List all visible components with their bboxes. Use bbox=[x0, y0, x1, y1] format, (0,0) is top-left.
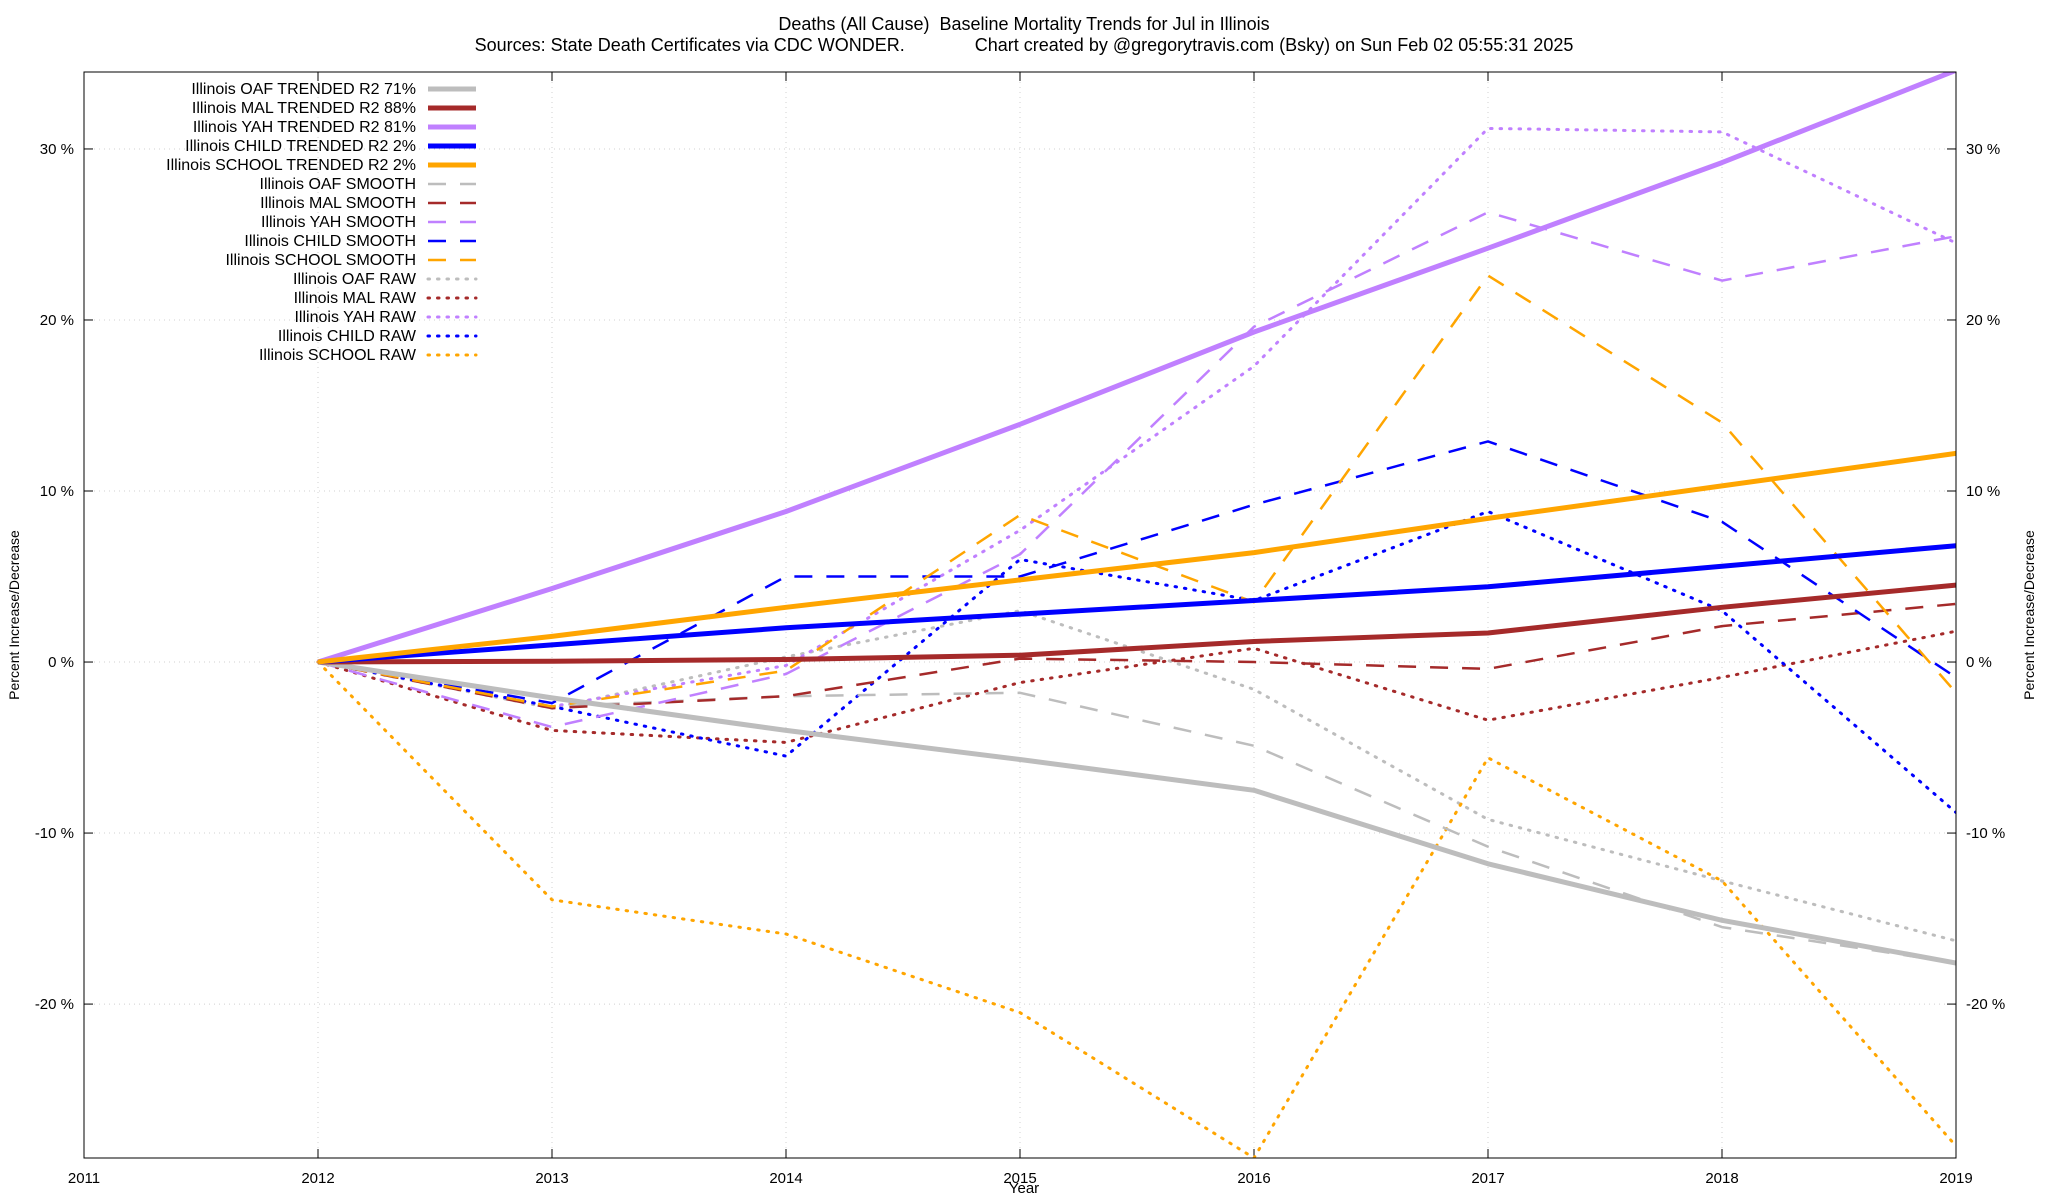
x-tick-label: 2018 bbox=[1705, 1170, 1738, 1187]
y-tick-label: -20 % bbox=[35, 996, 74, 1013]
series-line-dotted-11 bbox=[316, 629, 1956, 744]
series-line-dotted-14 bbox=[316, 660, 1956, 1158]
series-line-dashed-9 bbox=[317, 274, 1956, 708]
legend-label: Illinois YAH RAW bbox=[294, 309, 416, 326]
series-line-solid-3 bbox=[317, 543, 1956, 665]
legend-label: Illinois CHILD SMOOTH bbox=[244, 233, 416, 250]
y-axis-label: Percent Increase/Decrease bbox=[6, 530, 22, 700]
series-line-solid-4 bbox=[317, 450, 1956, 665]
x-tick-label: 2017 bbox=[1471, 1170, 1504, 1187]
x-tick-label: 2019 bbox=[1939, 1170, 1972, 1187]
legend-label: Illinois SCHOOL SMOOTH bbox=[225, 252, 416, 269]
x-tick-label: 2013 bbox=[535, 1170, 568, 1187]
x-axis-label: Year bbox=[1008, 1180, 1040, 1197]
legend-label: Illinois CHILD TRENDED R2 2% bbox=[185, 138, 416, 155]
chart-title: Deaths (All Cause) Baseline Mortality Tr… bbox=[778, 14, 1270, 34]
y2-tick-label: -20 % bbox=[1966, 996, 2005, 1013]
x-tick-label: 2012 bbox=[301, 1170, 334, 1187]
legend-label: Illinois OAF RAW bbox=[293, 271, 417, 288]
legend-label: Illinois MAL SMOOTH bbox=[260, 195, 416, 212]
series-line-dashed-6 bbox=[317, 602, 1956, 710]
series-line-solid-1 bbox=[317, 582, 1956, 665]
y2-tick-label: -10 % bbox=[1966, 825, 2005, 842]
series-line-solid-0 bbox=[317, 659, 1956, 966]
x-tick-label: 2015 bbox=[1003, 1170, 1036, 1187]
legend-label: Illinois MAL RAW bbox=[294, 290, 417, 307]
y2-tick-label: 20 % bbox=[1966, 312, 2000, 329]
y-tick-label: 30 % bbox=[40, 141, 74, 158]
series-line-dashed-7 bbox=[317, 210, 1956, 729]
legend-label: Illinois SCHOOL RAW bbox=[259, 347, 417, 364]
y-tick-label: 0 % bbox=[48, 654, 74, 671]
legend-label: Illinois OAF SMOOTH bbox=[260, 176, 416, 193]
series-line-dashed-8 bbox=[317, 440, 1956, 705]
series-line-dotted-13 bbox=[316, 510, 1956, 814]
y2-tick-label: 0 % bbox=[1966, 654, 1992, 671]
y2-tick-label: 30 % bbox=[1966, 141, 2000, 158]
legend-label: Illinois YAH TRENDED R2 81% bbox=[193, 119, 416, 136]
y2-tick-label: 10 % bbox=[1966, 483, 2000, 500]
legend-label: Illinois CHILD RAW bbox=[278, 328, 417, 345]
y2-axis-label: Percent Increase/Decrease bbox=[2021, 530, 2037, 700]
series-line-dotted-12 bbox=[316, 126, 1956, 708]
chart-subtitle: Sources: State Death Certificates via CD… bbox=[474, 35, 1574, 55]
y-tick-label: 10 % bbox=[40, 483, 74, 500]
x-tick-label: 2014 bbox=[769, 1170, 802, 1187]
legend-label: Illinois YAH SMOOTH bbox=[261, 214, 416, 231]
legend-label: Illinois SCHOOL TRENDED R2 2% bbox=[166, 157, 416, 174]
y-tick-label: 20 % bbox=[40, 312, 74, 329]
legend-label: Illinois MAL TRENDED R2 88% bbox=[192, 100, 416, 117]
legend-label: Illinois OAF TRENDED R2 71% bbox=[191, 81, 416, 98]
y-tick-label: -10 % bbox=[35, 825, 74, 842]
x-tick-label: 2016 bbox=[1237, 1170, 1270, 1187]
plot-frame bbox=[83, 71, 1957, 1159]
x-tick-label: 2011 bbox=[68, 1170, 100, 1187]
series-line-solid-2 bbox=[317, 72, 1956, 665]
